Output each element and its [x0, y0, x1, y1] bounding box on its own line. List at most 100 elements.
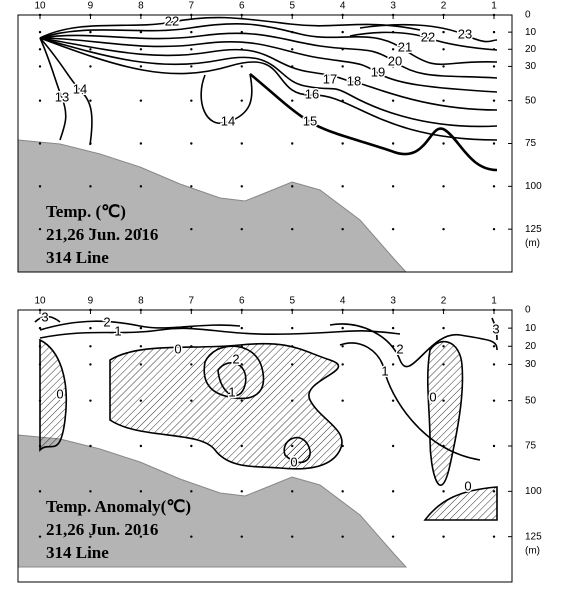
station-dot [89, 185, 92, 188]
station-label: 1 [491, 296, 497, 307]
station-dot [190, 490, 193, 493]
y-tick-label: 10 [525, 323, 537, 334]
station-dot [89, 399, 92, 402]
station-dot [139, 48, 143, 51]
station-dot [341, 326, 344, 330]
contour-label: 16 [305, 86, 319, 101]
contour-label: 13 [55, 89, 69, 104]
contour-line [109, 342, 343, 470]
station-dot [442, 65, 445, 68]
station-label: 6 [239, 1, 245, 12]
station-dot [38, 65, 42, 68]
station-dot [89, 48, 92, 51]
station-label: 8 [138, 1, 144, 12]
station-dot [492, 444, 496, 448]
station-dot [492, 142, 496, 145]
y-axis-label: (m) [525, 238, 540, 249]
contour-line [39, 37, 498, 128]
station-dot [391, 185, 395, 188]
station-dot [240, 65, 243, 68]
station-label: 1 [491, 1, 497, 12]
contour-label: 1 [381, 363, 388, 378]
y-tick-label: 30 [525, 359, 537, 370]
station-dot [139, 326, 143, 330]
station-dot [391, 490, 395, 493]
plot-frame [17, 309, 513, 583]
station-dot [391, 48, 395, 51]
y-tick-label: 30 [525, 61, 537, 72]
station-dot [492, 30, 496, 34]
contour-label: 1 [228, 384, 235, 399]
contour-label: 0 [429, 389, 436, 404]
station-dot [240, 490, 243, 493]
station-dot [341, 185, 344, 188]
station-dot [38, 490, 42, 493]
station-dot [38, 535, 42, 538]
station-dot [341, 399, 344, 402]
station-dot [291, 142, 294, 145]
station-dot [442, 185, 445, 188]
station-dot [240, 185, 243, 188]
station-label: 2 [441, 296, 447, 307]
station-dot [492, 65, 496, 68]
contour-line [39, 327, 401, 339]
station-dot [38, 326, 42, 330]
contour-line [39, 37, 498, 111]
station-label: 10 [34, 296, 46, 307]
station-label: 5 [289, 1, 295, 12]
contour-line [39, 37, 498, 141]
contour-line [249, 72, 498, 172]
station-dot [139, 227, 143, 231]
station-dot [139, 444, 143, 448]
station-label: 3 [390, 1, 396, 12]
contour-line [426, 340, 464, 486]
station-dot [190, 142, 193, 145]
station-dot [492, 227, 496, 231]
contour-line [359, 23, 498, 43]
station-dot [89, 326, 92, 330]
station-dot [442, 99, 445, 102]
contour-line [491, 317, 498, 341]
y-tick-label: 125 [525, 531, 542, 542]
contour-line [283, 436, 311, 464]
station-dot [89, 99, 92, 102]
station-label: 3 [390, 296, 396, 307]
contour-label: 14 [73, 81, 87, 96]
station-dot [291, 185, 294, 188]
station-dot [391, 399, 395, 402]
station-dot [291, 48, 294, 51]
station-dot [139, 345, 143, 348]
station-dot [341, 535, 344, 538]
y-tick-label: 75 [525, 138, 537, 149]
y-axis-label: (m) [525, 545, 540, 556]
station-dot [190, 185, 193, 188]
contour-label: 20 [388, 53, 402, 68]
contour-label: 22 [421, 29, 435, 44]
station-dot [89, 227, 92, 231]
contour-line [349, 31, 498, 51]
station-label: 4 [340, 296, 346, 307]
annotation: Temp. Anomaly(℃) [46, 497, 191, 516]
station-dot [442, 30, 445, 34]
station-label: 4 [340, 1, 346, 12]
contour-label: 0 [56, 386, 63, 401]
station-label: 2 [441, 1, 447, 12]
contour-label: 14 [221, 113, 235, 128]
station-dot [341, 65, 344, 68]
annotation: 21,26 Jun. 2016 [46, 225, 158, 244]
station-dot [240, 326, 243, 330]
contour-label: 22 [165, 13, 179, 28]
station-dot [391, 363, 395, 366]
station-dot [391, 65, 395, 68]
contour-label: 3 [41, 309, 48, 324]
station-dot [89, 345, 92, 348]
y-tick-label: 50 [525, 95, 537, 106]
y-tick-label: 0 [525, 305, 531, 316]
seafloor [17, 139, 408, 273]
station-dot [492, 345, 496, 348]
seafloor [17, 434, 408, 568]
contour-line [39, 37, 498, 93]
y-tick-label: 100 [525, 181, 542, 192]
station-dot [391, 227, 395, 231]
